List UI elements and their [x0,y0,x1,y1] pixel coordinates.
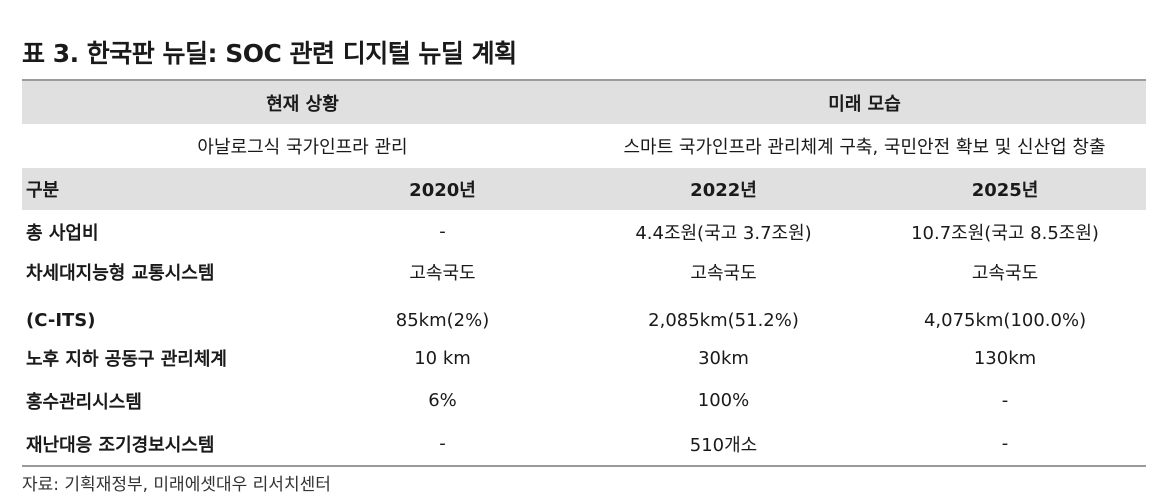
row-label: 재난대응 조기경보시스템 [22,422,302,467]
cell-2025-line1: 고속국도 [971,263,1039,284]
current-status-description: 아날로그식 국가인프라 관리 [197,137,408,158]
cell-2020-line2: 85km(2%) [395,310,490,331]
table-row: 홍수관리시스템 6% 100% - [22,379,1146,422]
cell-2022: 100% [697,390,750,411]
column-header-2020: 2020년 [302,168,584,210]
cell-2022: 4.4조원(국고 3.7조원) [635,222,812,244]
cell-2020: 6% [428,390,457,411]
cell-2020-line1: 고속국도 [409,263,476,284]
future-status-header: 미래 모습 [583,79,1147,124]
cell-2022: 고속국도 2,085km(51.2%) [583,253,864,337]
cell-2020: - [439,221,446,242]
table-row: 총 사업비 - 4.4조원(국고 3.7조원) 10.7조원(국고 8.5조원) [22,210,1146,253]
table-header-row: 구분 2020년 2022년 2025년 [22,168,1147,210]
column-header-category: 구분 [22,168,302,210]
row-label: 홍수관리시스템 [26,391,142,413]
cell-2022: 30km [698,347,749,369]
future-status-description: 스마트 국가인프라 관리체계 구축, 국민안전 확보 및 신산업 창출 [623,137,1106,158]
row-label: 총 사업비 [26,222,99,244]
table-row: 노후 지하 공동구 관리체계 10 km 30km 130km [22,337,1146,379]
column-header-2025: 2025년 [864,168,1147,210]
cell-2025: 10.7조원(국고 8.5조원) [911,222,1099,244]
cell-2025: - [864,422,1147,467]
row-label-line2: (C-ITS) [26,310,96,331]
cell-2022: 510개소 [583,422,865,467]
cell-2022-line2: 2,085km(51.2%) [648,310,799,331]
table-title: 표 3. 한국판 뉴딜: SOC 관련 디지털 뉴딜 계획 [22,39,517,68]
table-row: 재난대응 조기경보시스템 - 510개소 - [22,422,1147,467]
table-row: 아날로그식 국가인프라 관리 스마트 국가인프라 관리체계 구축, 국민안전 확… [22,124,1146,168]
row-label: 노후 지하 공동구 관리체계 [26,349,227,370]
cell-2022-line1: 고속국도 [690,263,757,284]
current-status-header: 현재 상황 [22,79,584,124]
cell-2020: 10 km [414,347,471,369]
row-label: 차세대지능형 교통시스템 (C-ITS) [22,253,302,337]
soc-digital-new-deal-table: 현재 상황 미래 모습 아날로그식 국가인프라 관리 스마트 국가인프라 관리체… [22,79,1147,467]
cell-2025: 고속국도 4,075km(100.0%) [864,253,1146,337]
table-row: 현재 상황 미래 모습 [22,79,1147,124]
cell-2025-line2: 4,075km(100.0%) [923,310,1087,331]
cell-2025: - [1001,390,1009,411]
cell-2025: 130km [973,347,1037,369]
cell-2020: - [302,422,584,467]
row-label-line1: 차세대지능형 교통시스템 [26,263,215,284]
source-note: 자료: 기획재정부, 미래에셋대우 리서치센터 [22,475,331,495]
column-header-2022: 2022년 [583,168,865,210]
table-row: 차세대지능형 교통시스템 (C-ITS) 고속국도 85km(2%) 고속국도 … [22,253,1146,337]
cell-2020: 고속국도 85km(2%) [302,253,583,337]
